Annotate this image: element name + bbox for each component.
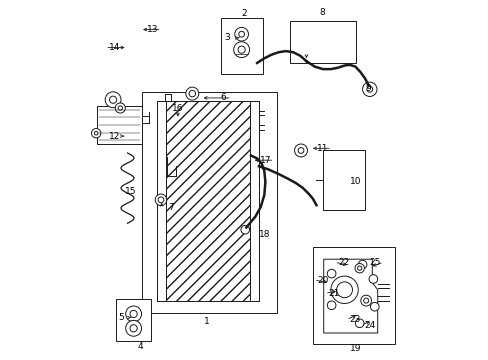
Bar xyxy=(97,106,142,144)
Circle shape xyxy=(185,87,199,100)
Circle shape xyxy=(91,129,101,138)
Bar xyxy=(157,101,258,301)
Text: 3: 3 xyxy=(224,33,230,42)
Bar xyxy=(322,150,365,210)
Text: 25: 25 xyxy=(368,258,380,266)
Text: 15: 15 xyxy=(125,187,137,196)
Circle shape xyxy=(326,269,335,278)
Text: 9: 9 xyxy=(365,84,371,93)
Bar xyxy=(221,18,262,74)
Text: 7: 7 xyxy=(167,202,173,211)
Circle shape xyxy=(363,298,368,303)
Circle shape xyxy=(130,310,137,318)
Circle shape xyxy=(241,225,249,234)
Circle shape xyxy=(125,306,141,322)
Text: 21: 21 xyxy=(327,289,339,298)
Circle shape xyxy=(336,282,352,298)
Circle shape xyxy=(105,92,121,108)
Text: 24: 24 xyxy=(364,321,375,330)
Text: 5: 5 xyxy=(118,313,124,322)
Circle shape xyxy=(366,86,372,92)
Text: 11: 11 xyxy=(317,144,328,153)
Bar xyxy=(157,101,166,301)
Bar xyxy=(289,21,355,63)
Text: 19: 19 xyxy=(349,344,361,353)
Circle shape xyxy=(362,82,376,96)
Text: 16: 16 xyxy=(172,104,183,113)
Text: 4: 4 xyxy=(137,342,142,351)
Text: 2: 2 xyxy=(241,9,246,18)
Bar xyxy=(250,101,258,301)
Text: 1: 1 xyxy=(203,317,209,325)
Circle shape xyxy=(115,103,125,113)
Text: 17: 17 xyxy=(259,156,270,165)
Circle shape xyxy=(354,264,364,273)
Circle shape xyxy=(357,266,361,270)
Circle shape xyxy=(238,46,244,53)
Bar xyxy=(142,92,276,313)
Polygon shape xyxy=(323,259,377,333)
Circle shape xyxy=(294,144,307,157)
Text: 23: 23 xyxy=(349,315,360,324)
Circle shape xyxy=(233,42,249,58)
Text: 10: 10 xyxy=(349,177,361,186)
Text: 13: 13 xyxy=(147,25,158,34)
Circle shape xyxy=(118,106,122,110)
Bar xyxy=(312,247,394,344)
Circle shape xyxy=(155,194,166,206)
Circle shape xyxy=(330,276,358,303)
Circle shape xyxy=(130,325,137,332)
Text: 18: 18 xyxy=(258,230,269,239)
Circle shape xyxy=(158,197,163,203)
Text: 12: 12 xyxy=(108,132,120,140)
Circle shape xyxy=(94,131,98,135)
Circle shape xyxy=(368,275,377,283)
Circle shape xyxy=(370,302,378,311)
Text: 22: 22 xyxy=(337,258,348,266)
Text: 14: 14 xyxy=(108,43,120,52)
Circle shape xyxy=(234,27,248,41)
Circle shape xyxy=(238,31,244,37)
Bar xyxy=(116,299,151,341)
Text: 6: 6 xyxy=(220,94,225,102)
Circle shape xyxy=(355,319,363,328)
Circle shape xyxy=(326,301,335,310)
Text: 8: 8 xyxy=(318,8,324,17)
Circle shape xyxy=(125,320,141,336)
Circle shape xyxy=(189,90,195,97)
Circle shape xyxy=(298,148,303,153)
Circle shape xyxy=(109,96,117,103)
Circle shape xyxy=(358,260,366,269)
Circle shape xyxy=(360,295,371,306)
Text: 20: 20 xyxy=(317,276,328,284)
